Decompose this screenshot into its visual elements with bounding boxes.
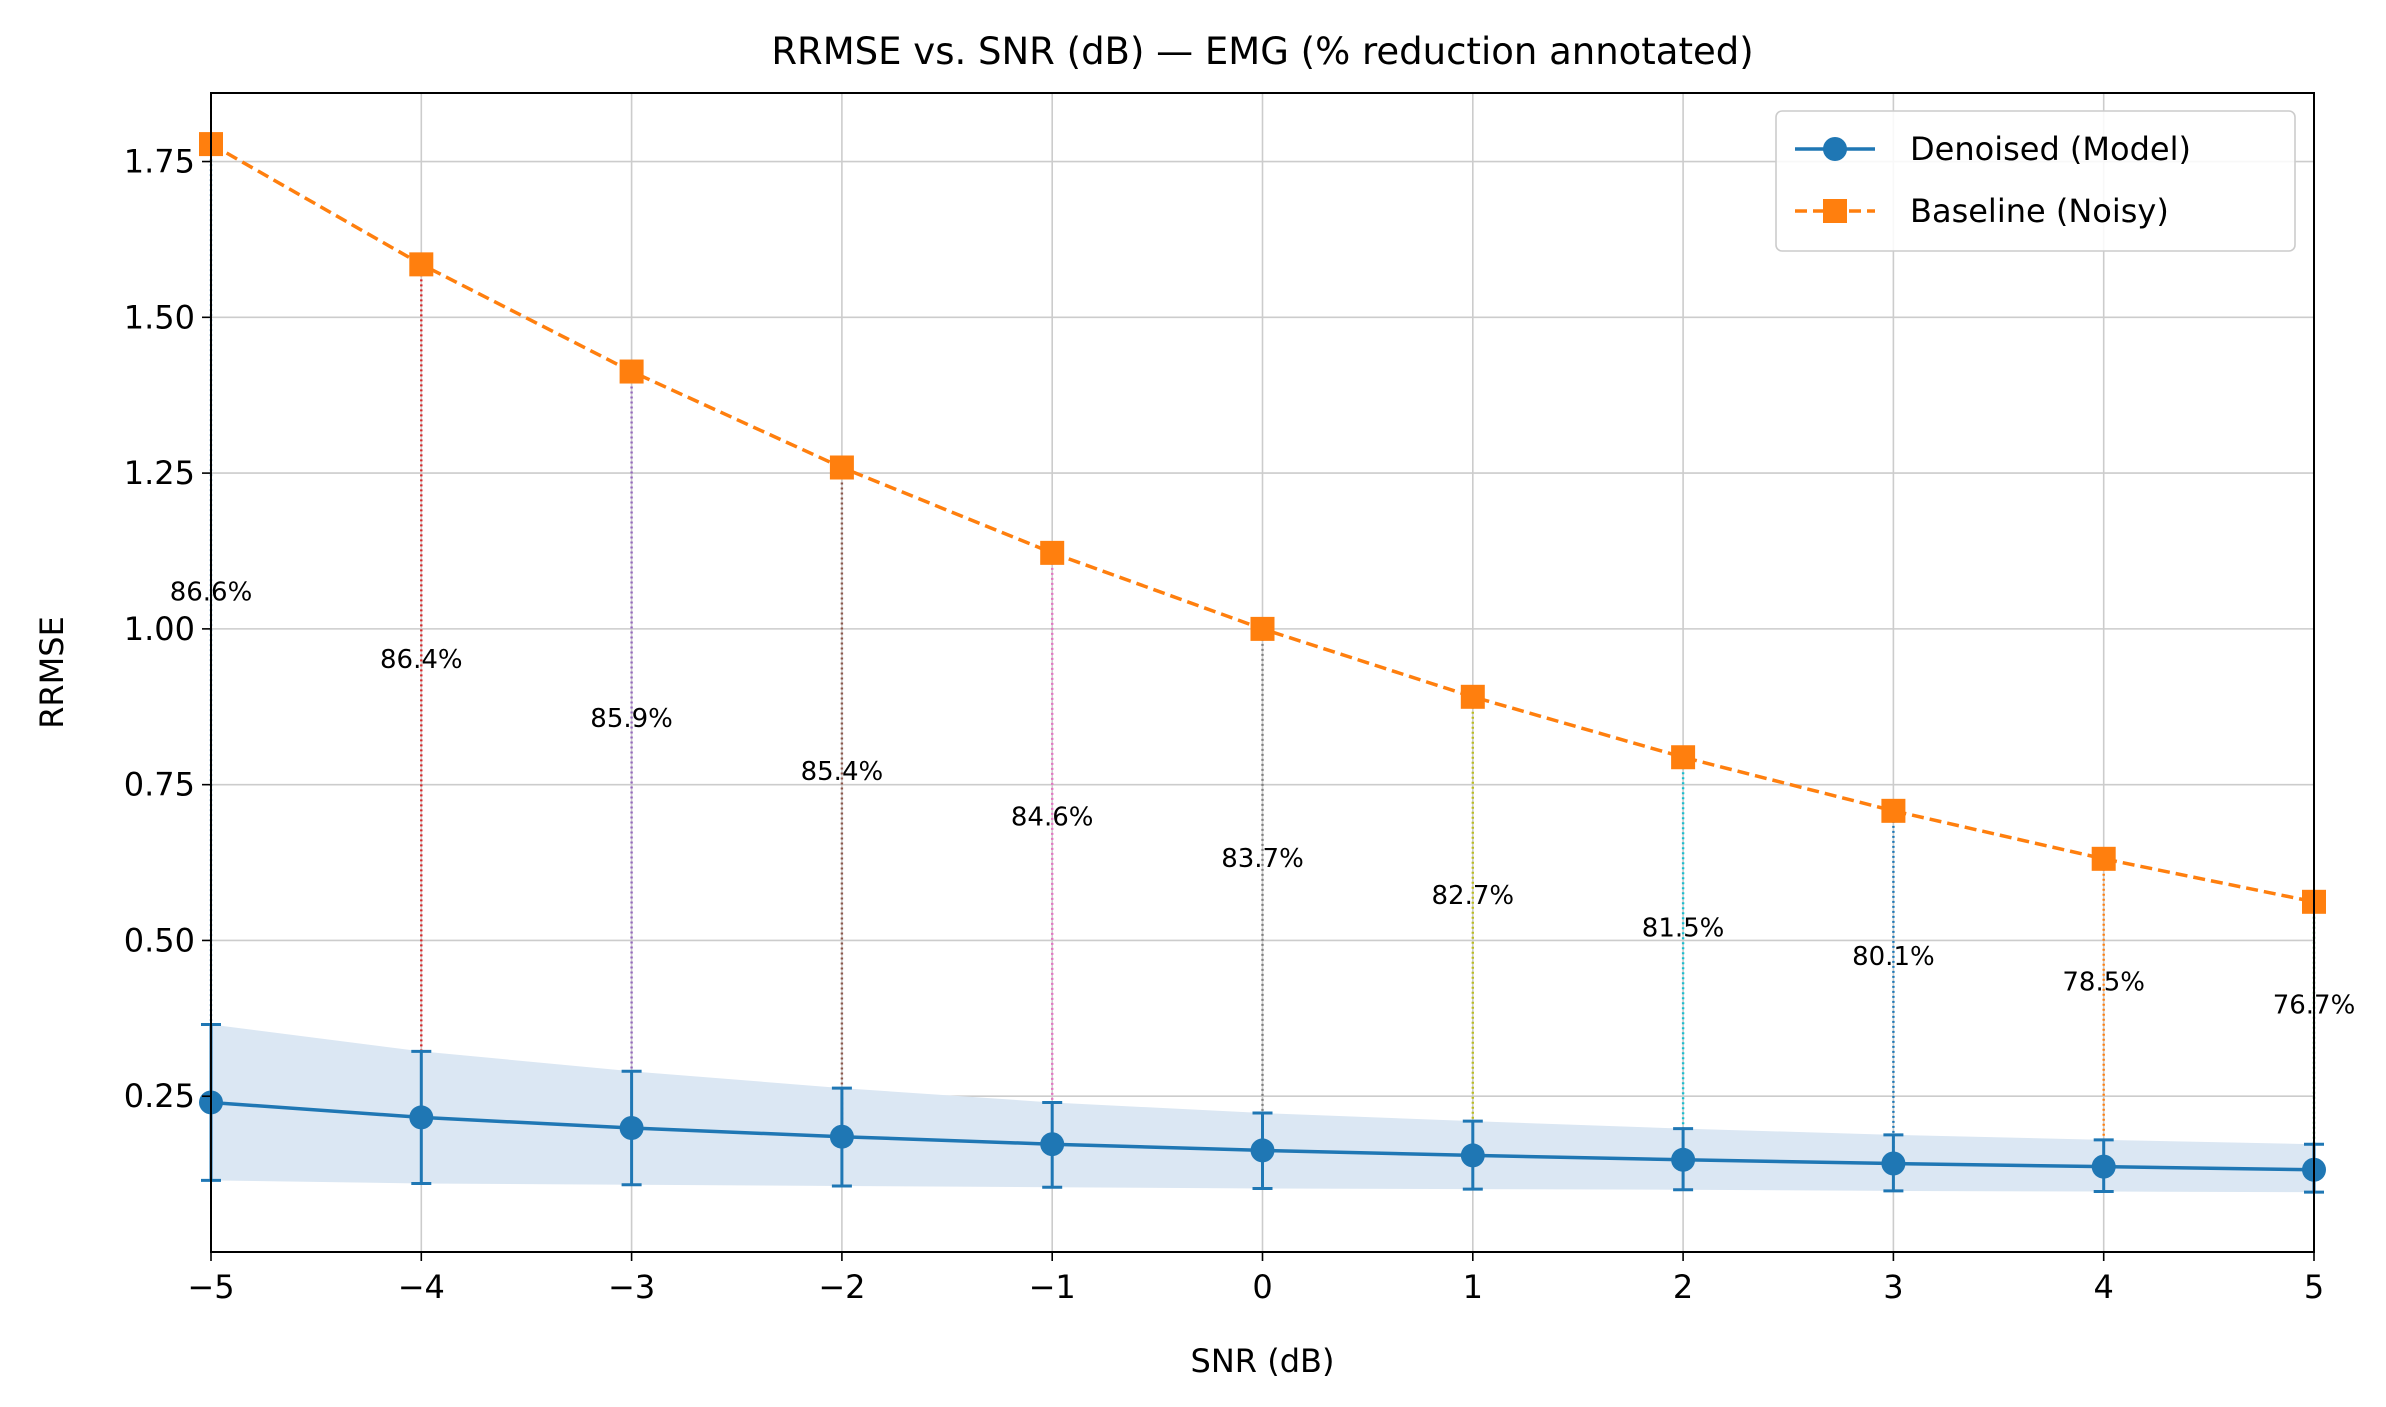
- reduction-annotation: 78.5%: [2062, 968, 2145, 998]
- x-tick-label: 1: [1463, 1268, 1483, 1306]
- denoised-confidence-band: [211, 1024, 2314, 1193]
- denoised-point: [1040, 1132, 1065, 1157]
- denoised-point: [1460, 1143, 1485, 1168]
- denoised-point: [829, 1124, 854, 1149]
- x-tick-label: 2: [1673, 1268, 1693, 1306]
- x-tick-label: 4: [2094, 1268, 2114, 1306]
- x-tick-label: −3: [608, 1268, 655, 1306]
- chart-title: RRMSE vs. SNR (dB) — EMG (% reduction an…: [771, 30, 1753, 73]
- x-tick-label: −5: [187, 1268, 234, 1306]
- baseline-point: [619, 359, 644, 384]
- x-tick-label: −2: [818, 1268, 865, 1306]
- y-tick-label: 1.25: [124, 454, 195, 492]
- x-tick-label: 3: [1883, 1268, 1903, 1306]
- legend-denoised-label: Denoised (Model): [1910, 130, 2191, 168]
- reduction-annotation: 84.6%: [1011, 802, 1094, 832]
- reduction-annotation: 80.1%: [1852, 942, 1935, 972]
- reduction-connectors: [209, 144, 2316, 1170]
- y-tick-label: 0.50: [124, 921, 195, 959]
- denoised-point: [1250, 1138, 1275, 1163]
- axis-ticks: −5 −4 −3 −2 −1 0 1 2 3 4 5 0.25 0.50 0.75 1.00 1.25 1.50…: [124, 143, 2324, 1306]
- legend-denoised-marker: [1823, 137, 1847, 161]
- denoised-point: [1671, 1147, 1696, 1172]
- reduction-annotation: 81.5%: [1642, 913, 1725, 943]
- reduction-annotation: 83.7%: [1221, 844, 1304, 874]
- baseline-point: [829, 455, 854, 480]
- x-axis-label: SNR (dB): [1191, 1342, 1335, 1380]
- baseline-point: [1250, 616, 1275, 641]
- y-tick-label: 1.75: [124, 143, 195, 181]
- denoised-point: [2091, 1154, 2116, 1179]
- baseline-point: [1040, 540, 1065, 565]
- baseline-point: [409, 252, 434, 277]
- denoised-point: [409, 1105, 434, 1130]
- legend-baseline-marker: [1823, 199, 1847, 223]
- confidence-band: [211, 1024, 2314, 1193]
- x-tick-label: −1: [1029, 1268, 1076, 1306]
- y-tick-label: 1.00: [124, 610, 195, 648]
- x-tick-label: 0: [1252, 1268, 1272, 1306]
- reduction-annotation: 86.4%: [380, 645, 463, 675]
- baseline-point: [1671, 745, 1696, 770]
- legend-box: [1775, 110, 2296, 252]
- baseline-point: [2091, 846, 2116, 871]
- y-tick-label: 0.75: [124, 766, 195, 804]
- y-tick-label: 0.25: [124, 1077, 195, 1115]
- reduction-annotation: 85.9%: [590, 704, 673, 734]
- x-tick-label: 5: [2304, 1268, 2324, 1306]
- reduction-annotation: 82.7%: [1431, 881, 1514, 911]
- y-tick-label: 1.50: [124, 298, 195, 336]
- legend-baseline-label: Baseline (Noisy): [1910, 192, 2169, 230]
- reduction-annotation: 85.4%: [801, 757, 884, 787]
- baseline-point: [1881, 798, 1906, 823]
- x-tick-label: −4: [398, 1268, 445, 1306]
- denoised-point: [1881, 1151, 1906, 1176]
- denoised-point: [619, 1115, 644, 1140]
- y-axis-label: RRMSE: [33, 616, 71, 729]
- baseline-point: [1460, 684, 1485, 709]
- legend: Denoised (Model) Baseline (Noisy): [1775, 110, 2296, 252]
